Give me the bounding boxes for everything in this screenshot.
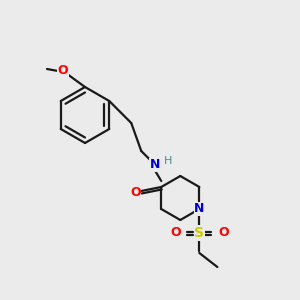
Text: S: S [194,226,204,240]
Text: N: N [194,202,205,215]
Text: O: O [170,226,181,239]
Text: N: N [150,158,160,172]
Text: H: H [164,156,172,166]
Text: O: O [218,226,229,239]
Text: O: O [58,64,68,77]
Text: O: O [130,185,141,199]
